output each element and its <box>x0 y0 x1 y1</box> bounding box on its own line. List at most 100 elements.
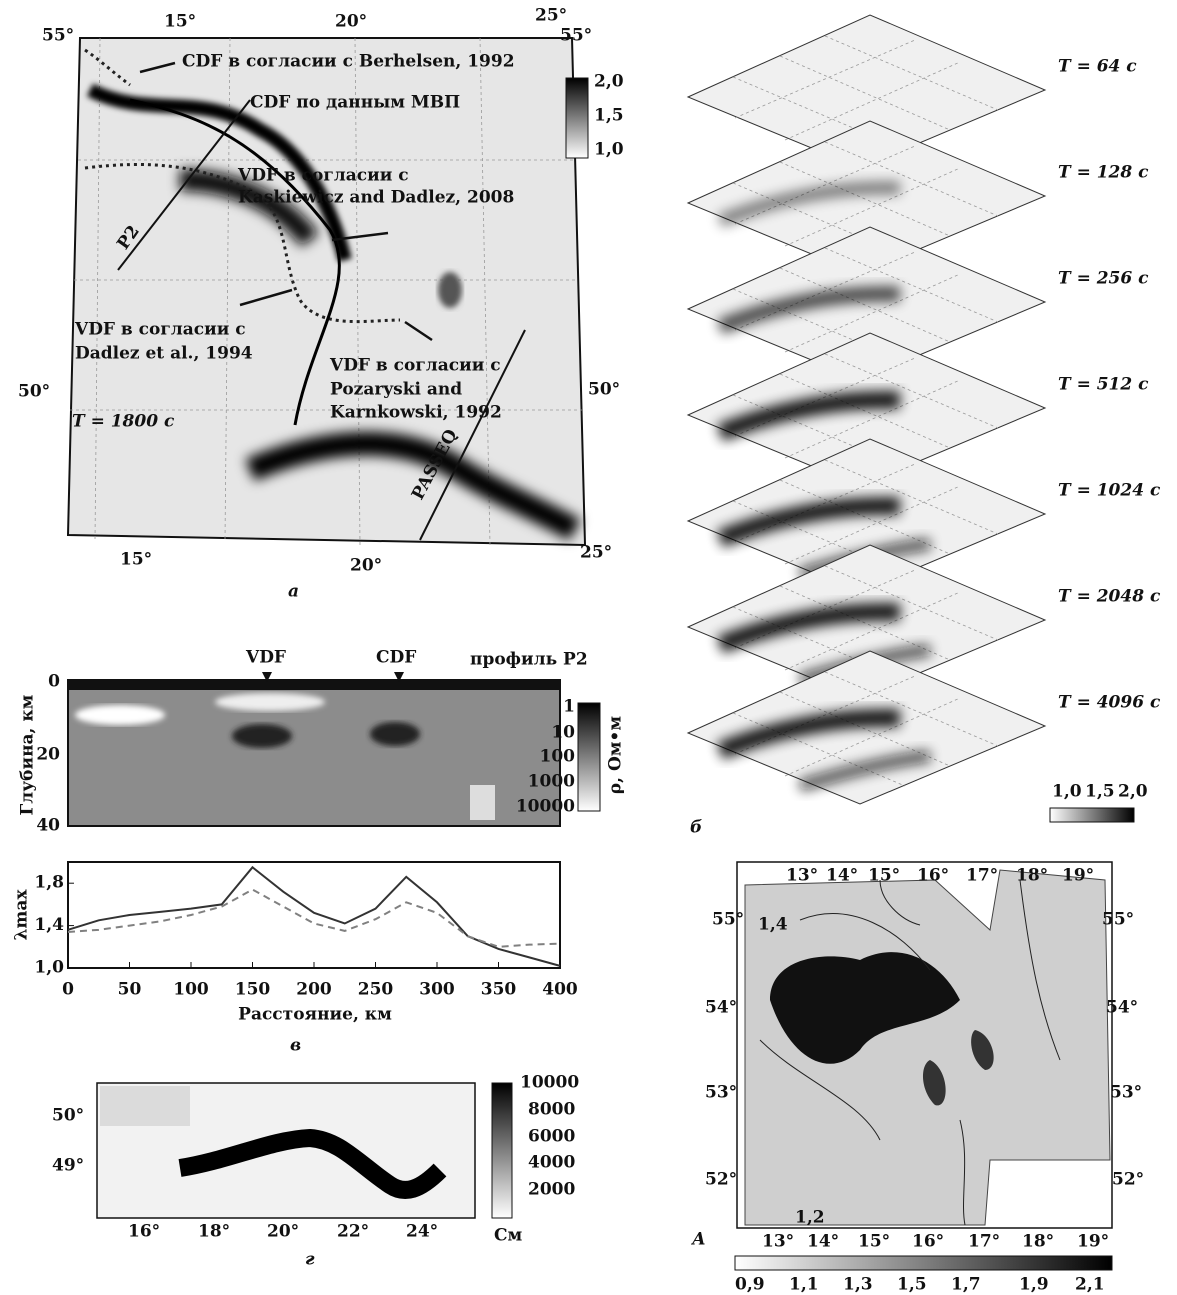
x-tick-label: 50 <box>118 980 142 1000</box>
y-tick-label: 1,0 <box>34 958 64 978</box>
lat-label: 55° <box>1102 910 1134 930</box>
anomaly <box>770 952 960 1064</box>
anomaly <box>717 286 901 335</box>
anomaly <box>245 431 581 541</box>
panel-letter: б <box>690 818 702 838</box>
plane-grid <box>732 565 999 681</box>
anomaly <box>716 390 901 442</box>
lon-label: 17° <box>966 866 998 886</box>
lon-label: 16° <box>912 1232 944 1252</box>
conductive-body <box>370 722 420 746</box>
colorbar-label: 1,3 <box>843 1275 873 1295</box>
vdf-line <box>84 162 401 324</box>
period-label: T = 64 с <box>1058 57 1137 77</box>
lat-label: 55° <box>560 26 592 46</box>
colorbar <box>491 1082 513 1219</box>
colorbar-label: 1,5 <box>897 1275 927 1295</box>
plane-grid <box>732 35 999 151</box>
profile-line <box>419 329 526 541</box>
lon-label: 16° <box>917 866 949 886</box>
y-axis-label: λmax <box>12 889 32 941</box>
map-plane <box>686 14 1047 169</box>
y-tick-label: 20 <box>36 745 60 765</box>
annotation: VDF в согласии с <box>237 166 409 186</box>
x-tick-label: 300 <box>419 980 455 1000</box>
graticule <box>70 37 582 546</box>
contour-label: 1,4 <box>758 915 788 935</box>
lon-label: 18° <box>198 1222 230 1242</box>
colorbar-label: 100 <box>540 747 576 767</box>
lon-label: 13° <box>762 1232 794 1252</box>
x-tick-label: 250 <box>358 980 394 1000</box>
annotation: CDF в согласии с Berhelsen, 1992 <box>182 52 515 72</box>
x-tick-label: 350 <box>481 980 517 1000</box>
anomaly <box>716 602 901 654</box>
x-axis-label: Расстояние, км <box>238 1005 392 1025</box>
lon-label: 17° <box>968 1232 1000 1252</box>
resistive-body <box>470 785 495 820</box>
colorbar-label: 1,5 <box>1085 782 1115 802</box>
lon-label: 25° <box>580 543 612 563</box>
x-tick-label: 0 <box>62 980 74 1000</box>
lon-label: 15° <box>164 12 196 32</box>
lon-label: 15° <box>858 1232 890 1252</box>
panel-b: 1,0 1,5 2,0 б T = 64 с T = 128 с T = 256 с… <box>686 14 1161 838</box>
colorbar-label: 2,0 <box>594 72 624 92</box>
resistive-body <box>215 693 325 711</box>
conductive-body <box>232 724 292 748</box>
conductance-anomaly <box>178 1128 447 1199</box>
lon-label: 13° <box>786 866 818 886</box>
colorbar-label: 1,7 <box>951 1275 981 1295</box>
period-label: T = 4096 с <box>1058 693 1161 713</box>
plane-grid <box>732 671 999 787</box>
cdf-line <box>129 98 341 426</box>
cdf-line <box>84 48 131 87</box>
lon-label: 15° <box>120 550 152 570</box>
plot-frame <box>67 861 561 969</box>
marker-label: CDF <box>376 648 416 668</box>
colorbar-label: 2,0 <box>1118 782 1148 802</box>
x-tick-label: 100 <box>173 980 209 1000</box>
colorbar-label: 6000 <box>528 1127 575 1147</box>
annotation: CDF по данным МВП <box>250 93 460 113</box>
series-line <box>67 888 561 948</box>
anomaly <box>716 708 901 760</box>
line-chart: λmax Расстояние, км в 0 50 100 150 200 250 300… <box>12 861 578 1056</box>
lon-label: 19° <box>1077 1232 1109 1252</box>
plane <box>686 650 1047 805</box>
y-tick-label: 1,4 <box>34 915 64 935</box>
anomaly <box>179 169 319 247</box>
lon-label: 16° <box>128 1222 160 1242</box>
annotation: Pozaryski and <box>330 380 462 400</box>
anomaly <box>438 272 462 308</box>
y-tick-label: 40 <box>36 816 60 836</box>
plane-grid <box>732 247 999 363</box>
y-tick-label: 1,8 <box>34 873 64 893</box>
colorbar-label: 1,5 <box>594 106 624 126</box>
contour-label: 1,2 <box>795 1208 825 1228</box>
colorbar-title: ρ, Ом•м <box>606 716 626 795</box>
lat-label: 50° <box>588 380 620 400</box>
lat-label: 53° <box>1110 1083 1142 1103</box>
colorbar-label: 8000 <box>528 1100 575 1120</box>
colorbar-label: 10000 <box>520 1073 579 1093</box>
map-plane <box>686 120 1047 275</box>
plane <box>686 14 1047 169</box>
colorbar-label: 1,0 <box>594 140 624 160</box>
colorbar-label: 1,0 <box>1052 782 1082 802</box>
lat-label: 54° <box>1106 998 1138 1018</box>
lon-label: 18° <box>1022 1232 1054 1252</box>
plane-grid <box>732 459 999 575</box>
lat-label: 55° <box>42 26 74 46</box>
anomaly <box>716 496 901 548</box>
anomaly <box>798 750 931 792</box>
colorbar-label: 2000 <box>528 1180 575 1200</box>
lon-label: 20° <box>267 1222 299 1242</box>
colorbar <box>565 77 589 159</box>
arrow <box>139 61 433 342</box>
lon-label: 25° <box>535 6 567 26</box>
panel-a: 15° 20° 25° 15° 20° 25° 55° 50° 55° 50° … <box>18 6 624 602</box>
period-label: T = 1800 с <box>72 412 175 432</box>
x-tick-label: 200 <box>296 980 332 1000</box>
lat-label: 52° <box>705 1170 737 1190</box>
